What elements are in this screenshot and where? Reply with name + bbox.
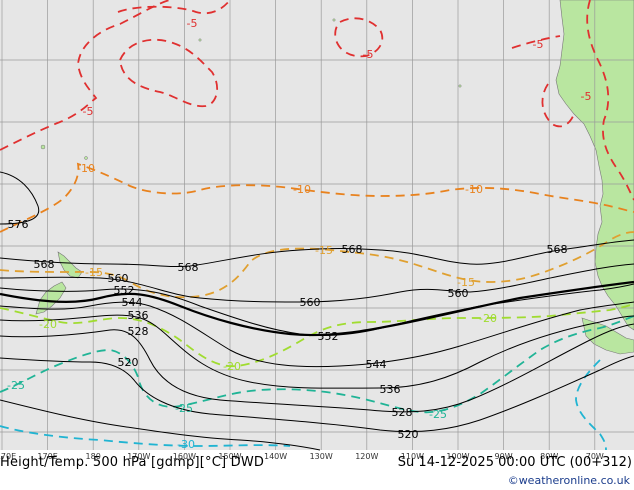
island-dot — [458, 84, 462, 88]
label-552: 552 — [114, 284, 135, 297]
label-minus15: -15 — [315, 244, 333, 257]
island-dot — [332, 18, 336, 22]
longitude-label: 70W — [586, 452, 604, 461]
label-560: 560 — [300, 296, 321, 309]
label-minus30: -30 — [177, 438, 195, 451]
longitude-label: 130W — [310, 452, 333, 461]
label-528: 528 — [392, 406, 413, 419]
label-536: 536 — [128, 309, 149, 322]
label-544: 544 — [122, 296, 143, 309]
label-minus25: -25 — [7, 379, 25, 392]
label-minus10: -10 — [77, 162, 95, 175]
label-minus15: -15 — [85, 266, 103, 279]
isotherm-minus5-chile — [541, 83, 575, 128]
isohypse-560 — [0, 263, 634, 303]
label-552: 552 — [318, 330, 339, 343]
isohypse-low — [0, 399, 321, 451]
island-dot — [198, 38, 202, 42]
credit-link[interactable]: ©weatheronline.co.uk — [507, 474, 630, 487]
label-568: 568 — [342, 243, 363, 256]
longitude-label: 170W — [127, 452, 150, 461]
label-560: 560 — [108, 272, 129, 285]
isohypse-568 — [0, 239, 634, 268]
longitude-label: 180 — [86, 452, 101, 461]
isotherm-minus5-island — [334, 17, 384, 58]
label-minus5: -5 — [83, 105, 94, 118]
isotherm-minus5-coast — [586, 0, 634, 201]
isohypse-576 — [0, 171, 40, 225]
isotherm-minus5-loop — [119, 38, 219, 108]
label-536: 536 — [380, 383, 401, 396]
isotherm-minus15 — [0, 231, 634, 299]
isotherm-minus25 — [0, 315, 634, 414]
longitude-label: 160W — [173, 452, 196, 461]
island-dot — [84, 156, 88, 160]
island-dot — [40, 144, 46, 150]
label-minus5: -5 — [533, 38, 544, 51]
longitude-label: 170E — [0, 452, 16, 461]
longitude-label: 140W — [264, 452, 287, 461]
map-caption: Height/Temp. 500 hPa [gdmp][°C] DWD — [0, 455, 265, 470]
label-576: 576 — [8, 218, 29, 231]
label-520: 520 — [118, 356, 139, 369]
label-568: 568 — [547, 243, 568, 256]
temperature-contours — [0, 0, 634, 451]
isotherm-minus30 — [0, 425, 291, 447]
land-new-zealand-south — [35, 281, 67, 315]
isotherm-minus5-east — [511, 35, 561, 49]
label-minus25: -25 — [175, 402, 193, 415]
isohypse-520 — [0, 355, 634, 433]
label-minus10: -10 — [293, 183, 311, 196]
label-minus5: -5 — [581, 90, 592, 103]
label-minus15: -15 — [457, 276, 475, 289]
longitude-label: 150W — [218, 452, 241, 461]
valid-time: Su 14-12-2025 00:00 UTC (00+312) — [397, 455, 632, 470]
longitude-label: 110W — [401, 452, 424, 461]
label-minus20: -20 — [479, 312, 497, 325]
longitude-label: 120W — [355, 452, 378, 461]
isohypse-544 — [0, 301, 634, 368]
label-520: 520 — [398, 428, 419, 441]
label-minus5: -5 — [363, 48, 374, 61]
isotherm-minus5-top — [117, 0, 231, 15]
label-minus20: -20 — [39, 318, 57, 331]
label-minus5: -5 — [187, 17, 198, 30]
land-south-america — [555, 0, 634, 331]
height-labels: 576 568 568 568 568 560 560 560 552 552 … — [8, 218, 568, 441]
label-568: 568 — [34, 258, 55, 271]
temperature-labels: -5 -5 -5 -5 -5 -10 -10 -10 -15 -15 -15 -… — [7, 17, 591, 451]
label-568: 568 — [178, 261, 199, 274]
label-528: 528 — [128, 325, 149, 338]
label-minus10: -10 — [465, 183, 483, 196]
isohypse-528 — [0, 323, 634, 413]
height-contours — [0, 171, 634, 451]
caption-band — [0, 450, 634, 490]
isotherm-minus10 — [0, 162, 634, 233]
longitude-label: 100W — [446, 452, 469, 461]
lat-lon-grid — [0, 0, 634, 450]
label-544: 544 — [366, 358, 387, 371]
isotherm-minus5-west — [0, 0, 171, 151]
label-560: 560 — [448, 287, 469, 300]
ocean-background — [0, 0, 634, 450]
longitude-label: 80W — [540, 452, 558, 461]
isohypse-536 — [0, 314, 634, 389]
longitude-label: 170E — [37, 452, 57, 461]
longitude-label: 90W — [495, 452, 513, 461]
label-minus20: -20 — [223, 360, 241, 373]
isotherm-minus30-east — [575, 359, 607, 451]
label-minus25: -25 — [429, 408, 447, 421]
isotherm-minus20 — [0, 303, 634, 367]
longitude-labels: 170E 170E 180 170W 160W 150W 140W 130W 120W 110W 1… — [0, 452, 604, 461]
isohypse-552-bold — [0, 280, 634, 337]
